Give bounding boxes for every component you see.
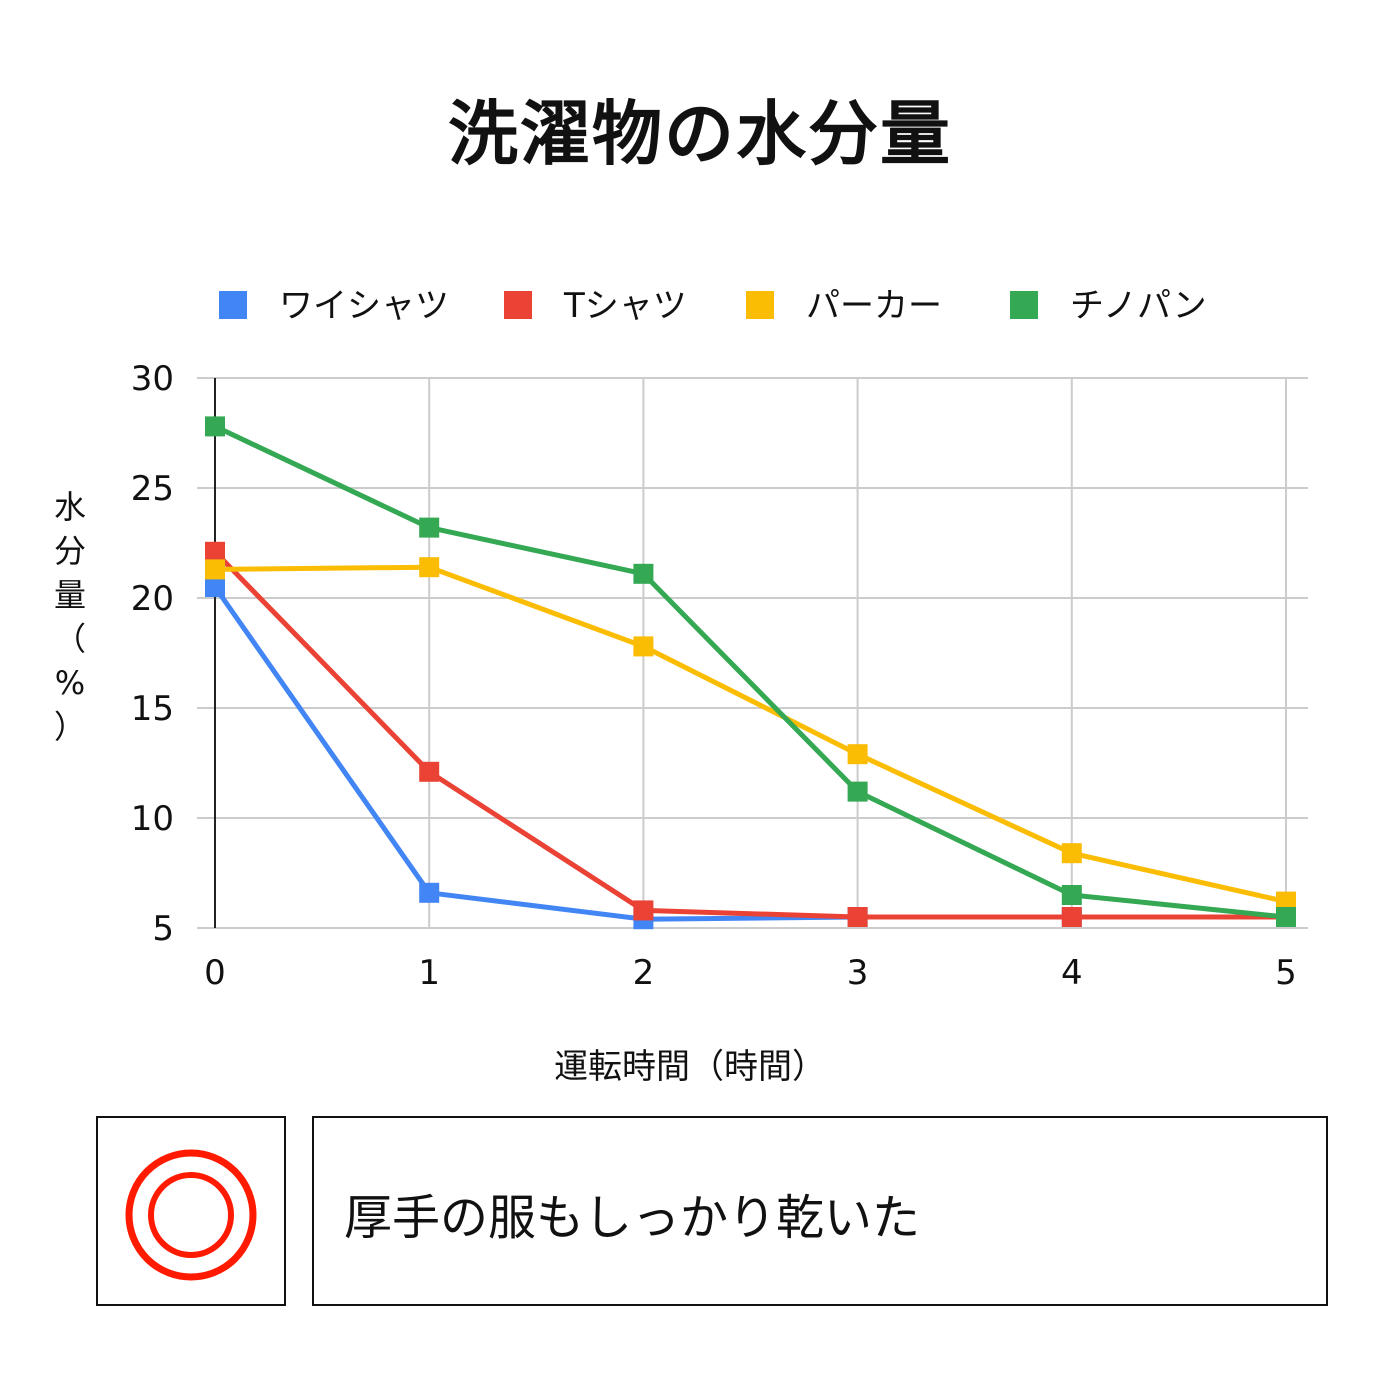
series-line (213, 424, 1287, 920)
y-tick-label: 25 (131, 469, 174, 509)
data-point (847, 907, 868, 927)
data-point (1061, 885, 1082, 905)
y-tick-label: 20 (131, 579, 174, 619)
data-point (847, 781, 868, 802)
data-point (205, 416, 225, 437)
legend-swatch (746, 291, 774, 319)
y-tick-label: 10 (131, 799, 174, 839)
x-tick-label: 4 (1061, 953, 1083, 993)
legend-item: チノパン (1010, 286, 1207, 326)
legend-item: パーカー (746, 286, 942, 326)
x-axis-ticks: 0 1 2 3 4 5 (204, 953, 1297, 993)
line-chart: ワイシャツ Tシャツ パーカー チノパン 5 10 15 20 25 30 0 1 2 3 4 5 水分量… (54, 286, 1308, 1087)
data-point (847, 744, 868, 765)
series-lines (205, 416, 1296, 930)
x-tick-label: 1 (418, 953, 440, 993)
y-label-char: 水 (54, 488, 86, 526)
legend-label: Tシャツ (563, 286, 687, 326)
x-tick-label: 3 (847, 953, 869, 993)
y-label-char: ） (54, 708, 86, 746)
legend-item: Tシャツ (504, 286, 687, 326)
x-axis-label: 運転時間（時間） (554, 1047, 826, 1087)
legend-swatch (219, 291, 247, 319)
y-axis-ticks: 5 10 15 20 25 30 (131, 359, 174, 949)
data-point (633, 900, 654, 921)
legend-label: チノパン (1070, 286, 1207, 326)
series-line (212, 585, 1286, 922)
data-point (205, 541, 225, 562)
comment-text: 厚手の服もしっかり乾いた (344, 1190, 921, 1246)
legend-label: パーカー (806, 286, 942, 326)
data-point (205, 577, 225, 597)
data-point (1061, 843, 1082, 864)
legend-label: ワイシャツ (279, 286, 449, 326)
data-point (205, 559, 225, 580)
data-point (1276, 907, 1296, 927)
series-ワイシャツ (205, 577, 1296, 930)
y-label-char: 分 (54, 532, 86, 570)
double-circle-icon (125, 1149, 257, 1281)
data-point (419, 557, 440, 578)
x-tick-label: 5 (1275, 953, 1297, 993)
data-point (633, 636, 654, 657)
x-tick-label: 2 (633, 953, 655, 993)
data-point (1061, 907, 1082, 927)
grid (197, 377, 1308, 929)
y-tick-label: 5 (152, 909, 174, 949)
series-Tシャツ (205, 541, 1296, 927)
series-line (213, 550, 1286, 920)
series-パーカー (205, 557, 1296, 912)
chart-title: 洗濯物の水分量 (448, 93, 952, 175)
y-label-char: 量 (54, 576, 86, 614)
legend-item: ワイシャツ (219, 286, 449, 326)
y-tick-label: 30 (131, 359, 174, 399)
y-label-char: % (55, 664, 85, 702)
legend: ワイシャツ Tシャツ パーカー チノパン (219, 286, 1207, 326)
data-point (419, 517, 440, 538)
series-line (214, 564, 1287, 905)
data-point (633, 563, 654, 584)
legend-swatch (1010, 291, 1038, 319)
y-tick-label: 15 (131, 689, 174, 729)
data-point (1276, 891, 1296, 912)
data-point (419, 761, 440, 782)
series-チノパン (205, 416, 1296, 927)
y-axis-label: 水分量 （% ） (54, 488, 86, 746)
legend-swatch (504, 291, 532, 319)
rating-box (96, 1116, 286, 1306)
y-label-char: （ (54, 620, 86, 658)
data-point (419, 882, 440, 903)
comment-box: 厚手の服もしっかり乾いた (312, 1116, 1328, 1306)
x-tick-label: 0 (204, 953, 226, 993)
